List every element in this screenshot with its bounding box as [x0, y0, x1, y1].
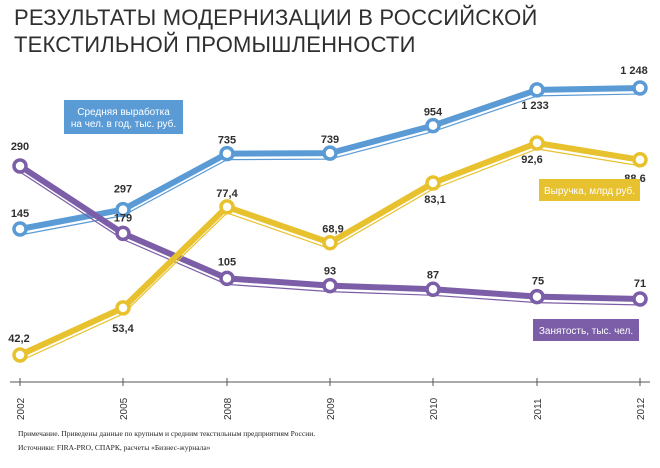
- data-point: [322, 145, 338, 161]
- chart-title: РЕЗУЛЬТАТЫ МОДЕРНИЗАЦИИ В РОССИЙСКОЙ ТЕК…: [14, 5, 538, 57]
- data-label: 87: [427, 269, 439, 281]
- chart-sources: Источники: FIRA-PRO, СПАРК, расчеты «Биз…: [18, 443, 211, 452]
- legend-box-2: Выручка, млрд руб.: [539, 179, 640, 201]
- legend-label: Выручка, млрд руб.: [544, 185, 635, 197]
- data-label: 735: [218, 135, 236, 147]
- data-point: [632, 152, 648, 168]
- data-point: [425, 281, 441, 298]
- legend-label: Занятость, тыс. чел.: [539, 326, 633, 337]
- x-tick-label: 2010: [429, 397, 440, 420]
- data-label: 145: [11, 208, 29, 220]
- legend-label: Средняя выработка: [77, 106, 170, 118]
- data-label: 297: [114, 184, 132, 196]
- data-point: [632, 291, 648, 307]
- data-point: [529, 135, 545, 151]
- data-label: 92,6: [521, 154, 542, 166]
- data-point: [12, 158, 28, 174]
- data-point: [12, 347, 28, 363]
- data-label: 179: [114, 212, 132, 224]
- x-tick-label: 2005: [119, 397, 130, 420]
- x-tick-label: 2008: [223, 397, 234, 420]
- data-point: [219, 145, 235, 162]
- data-point: [425, 175, 441, 191]
- data-label: 290: [11, 141, 29, 153]
- legend-swatch: [539, 179, 640, 201]
- x-tick-label: 2012: [636, 397, 647, 420]
- x-tick-label: 2011: [533, 398, 544, 420]
- legend-box-3: Занятость, тыс. чел.: [533, 319, 639, 341]
- data-point: [115, 300, 131, 316]
- data-label: 42,2: [8, 333, 29, 345]
- data-label: 105: [218, 256, 236, 268]
- data-label: 1 248: [620, 65, 648, 77]
- data-point: [219, 199, 235, 215]
- data-label: 71: [634, 278, 646, 290]
- data-point: [115, 225, 131, 242]
- chart-note: Примечание. Приведены данные по крупным …: [18, 429, 316, 438]
- data-label: 1 233: [521, 100, 549, 112]
- data-point: [632, 80, 648, 96]
- data-point: [425, 117, 441, 134]
- data-label: 93: [324, 266, 336, 278]
- data-label: 75: [532, 276, 544, 288]
- series-line-3: 290 179 105 93 87 75 71: [11, 141, 648, 307]
- series-line-1: 145 297 735 739 954 1 233 1 248: [11, 65, 648, 237]
- data-label: 954: [424, 107, 443, 119]
- data-label: 739: [321, 134, 339, 146]
- data-label: 83,1: [424, 194, 445, 206]
- data-label: 77,4: [216, 188, 238, 200]
- data-point: [219, 270, 235, 287]
- data-point: [529, 82, 545, 98]
- legend-swatch: [64, 100, 183, 134]
- data-label: 53,4: [112, 323, 134, 335]
- chart-notes: Примечание. Приведены данные по крупным …: [18, 427, 315, 455]
- data-point: [115, 201, 131, 218]
- x-axis: 2002 2005 2008 2009 2010 2011 2012: [10, 378, 650, 420]
- data-point: [529, 288, 545, 305]
- legend-label: на чел. в год, тыс. руб.: [71, 118, 176, 130]
- series-line-2: 42,253,477,468,983,192,688,6: [8, 135, 648, 363]
- x-tick-label: 2009: [326, 397, 337, 420]
- series-group: 145 297 735 739 954 1 233 1 248 290 179 105 93 87 75…: [8, 65, 648, 363]
- legend-swatch: [533, 319, 639, 341]
- data-label: 68,9: [322, 224, 343, 236]
- x-tick-label: 2002: [16, 397, 27, 420]
- data-point: [322, 277, 338, 294]
- data-point: [12, 221, 28, 237]
- data-point: [322, 234, 338, 251]
